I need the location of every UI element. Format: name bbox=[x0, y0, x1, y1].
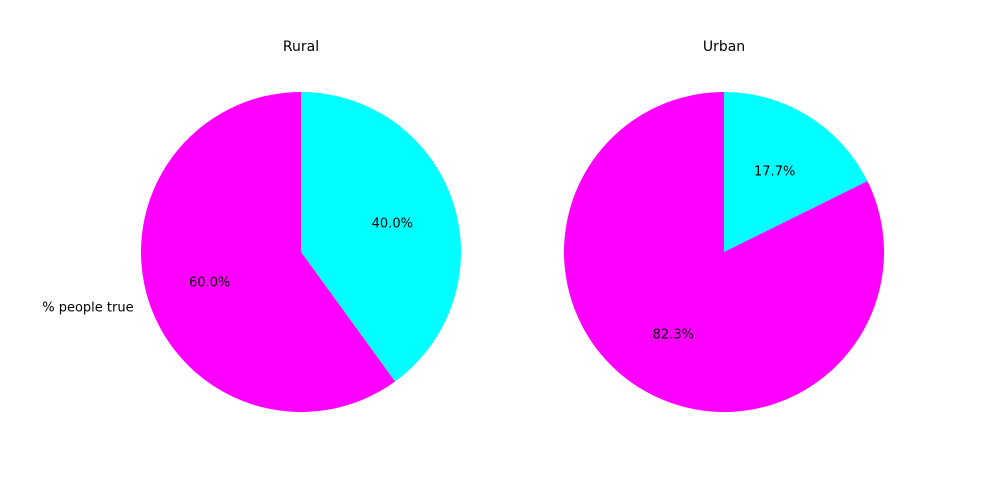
chart-title: Urban bbox=[703, 39, 745, 55]
slice-percent-label: 82.3% bbox=[653, 328, 694, 343]
slice-category-label: % people true bbox=[42, 300, 133, 315]
pie-slice bbox=[141, 92, 396, 412]
pie-chart-rural: Rural 40.0% 60.0% % people true bbox=[42, 39, 462, 412]
pie-slice bbox=[564, 92, 885, 412]
pie-chart-urban: Urban 17.7% 82.3% bbox=[564, 39, 885, 412]
slice-percent-label: 40.0% bbox=[372, 216, 413, 231]
slice-percent-label: 17.7% bbox=[754, 164, 795, 179]
pie-slice bbox=[301, 92, 462, 382]
chart-title: Rural bbox=[283, 39, 319, 55]
slice-percent-label: 60.0% bbox=[189, 276, 230, 291]
pie-slice bbox=[724, 92, 868, 252]
